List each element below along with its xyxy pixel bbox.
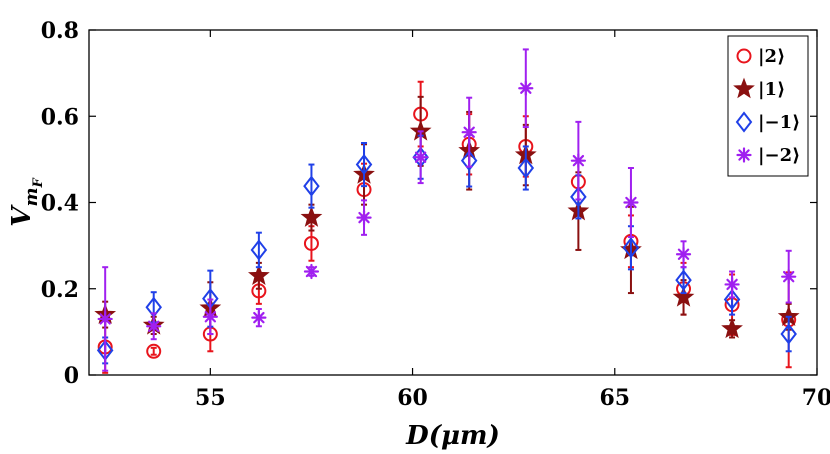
data-point xyxy=(202,309,218,325)
data-point xyxy=(781,269,797,285)
asterisk-stroke xyxy=(305,265,318,278)
y-tick-label: 0 xyxy=(64,363,79,389)
asterisk-stroke xyxy=(572,154,585,167)
asterisk-stroke xyxy=(726,278,738,291)
asterisk-stroke xyxy=(738,149,750,161)
data-point xyxy=(248,264,270,286)
data-points xyxy=(94,48,800,374)
data-point xyxy=(672,285,695,307)
x-axis-label: D(μm) xyxy=(405,421,500,451)
asterisk-stroke xyxy=(520,82,532,94)
asterisk-stroke xyxy=(463,126,475,138)
data-point xyxy=(146,318,162,334)
y-tick-label: 0.2 xyxy=(41,277,79,303)
data-point xyxy=(622,237,640,259)
asterisk-stroke xyxy=(253,311,265,324)
data-point xyxy=(300,206,323,227)
data-point xyxy=(146,343,162,359)
legend-marker xyxy=(736,48,752,64)
data-point xyxy=(518,80,534,96)
data-point xyxy=(303,235,319,251)
data-point xyxy=(675,246,692,262)
data-point xyxy=(356,209,372,226)
y-tick-label: 0.6 xyxy=(41,104,79,130)
data-point xyxy=(675,269,692,291)
data-point xyxy=(355,153,373,176)
legend-marker xyxy=(735,111,753,133)
legend-marker xyxy=(733,77,755,99)
asterisk-stroke xyxy=(782,270,795,283)
data-point xyxy=(780,323,797,345)
data-point xyxy=(724,276,740,293)
data-point xyxy=(303,263,320,280)
data-point xyxy=(721,317,743,339)
legend-marker xyxy=(736,147,752,163)
data-point xyxy=(460,150,478,172)
asterisk-stroke xyxy=(358,211,370,224)
data-point xyxy=(413,149,429,165)
data-point xyxy=(623,194,639,211)
x-tick-label: 60 xyxy=(397,385,428,411)
data-point xyxy=(723,288,741,311)
asterisk-stroke xyxy=(148,320,160,332)
data-point xyxy=(303,175,320,197)
x-tick-label: 55 xyxy=(195,385,226,411)
asterisk-stroke xyxy=(677,248,690,260)
y-tick-label: 0.4 xyxy=(41,191,79,217)
asterisk-stroke xyxy=(99,313,111,325)
legend-label: |2⟩ xyxy=(758,46,785,67)
asterisk-stroke xyxy=(625,196,637,209)
x-tick-label: 70 xyxy=(802,385,830,411)
x-tick-label: 65 xyxy=(599,385,630,411)
series-asterisk xyxy=(97,48,797,372)
legend-label: |−1⟩ xyxy=(758,112,800,133)
y-axis-label: VmF xyxy=(7,178,46,227)
legend-label: |1⟩ xyxy=(758,79,785,100)
data-point xyxy=(570,153,586,169)
axis-ticks: 55 60 65 70 0 0.2 0.4 0.6 0.8 xyxy=(41,18,830,411)
data-point xyxy=(517,157,535,179)
legend: |2⟩ |1⟩ |−1⟩ |−2⟩ xyxy=(727,35,809,177)
data-point xyxy=(250,239,268,261)
data-point xyxy=(251,310,267,326)
legend-label: |−2⟩ xyxy=(758,145,800,166)
data-point xyxy=(570,186,587,208)
y-tick-label: 0.8 xyxy=(41,18,79,44)
data-point xyxy=(461,124,477,140)
asterisk-stroke xyxy=(204,311,217,323)
data-point xyxy=(97,311,113,327)
asterisk-stroke xyxy=(414,151,427,163)
